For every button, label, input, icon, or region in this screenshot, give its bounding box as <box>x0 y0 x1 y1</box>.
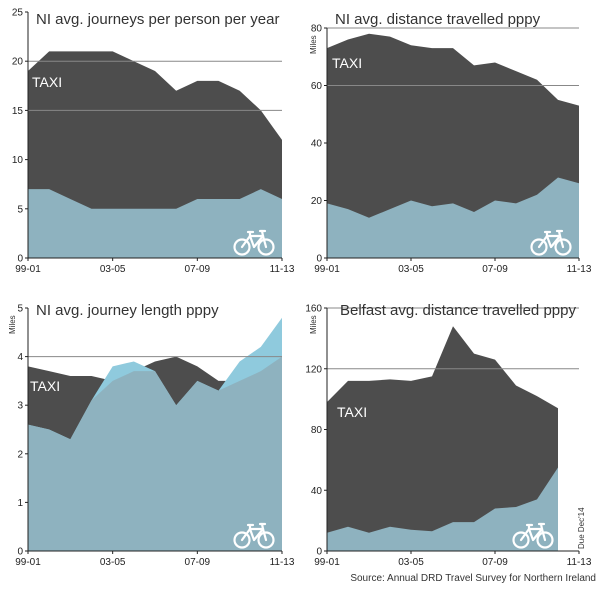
y-tick-label: 80 <box>311 425 323 436</box>
y-tick-label: 5 <box>17 304 23 315</box>
taxi-series-area <box>327 326 558 551</box>
x-tick-label: 07-09 <box>482 557 508 568</box>
y-tick-label: 40 <box>311 139 323 150</box>
taxi-label: TAXI <box>30 378 60 394</box>
y-tick-label: 5 <box>17 204 23 215</box>
y-tick-label: 160 <box>305 304 322 315</box>
x-tick-label: 07-09 <box>185 264 211 275</box>
source-note: Source: Annual DRD Travel Survey for Nor… <box>350 573 596 584</box>
taxi-label: TAXI <box>332 55 362 71</box>
x-tick-label: 11-13 <box>567 264 592 275</box>
y-tick-label: 60 <box>311 81 323 92</box>
y-axis-label: Miles <box>309 35 318 54</box>
y-tick-label: 15 <box>12 106 24 117</box>
y-tick-label: 20 <box>311 196 323 207</box>
chart-title: NI avg. journey length pppy <box>36 302 219 319</box>
x-tick-label: 03-05 <box>398 264 424 275</box>
y-tick-label: 0 <box>316 254 322 265</box>
chart-title: Belfast avg. distance travelled pppy <box>340 302 576 319</box>
x-tick-label: 03-05 <box>398 557 424 568</box>
y-tick-label: 25 <box>12 8 24 19</box>
taxi-series-area <box>327 33 579 258</box>
y-tick-label: 10 <box>12 155 24 166</box>
y-tick-label: 2 <box>17 449 23 460</box>
y-tick-label: 120 <box>305 364 322 375</box>
chart-panel-1: 0 5 10 15 20 25 99-01 03-05 07-09 11-13 NI avg. jo… <box>12 8 295 276</box>
bicycle-icon <box>512 522 554 549</box>
bicycle-series-area <box>28 189 282 258</box>
y-tick-label: 0 <box>17 547 23 558</box>
x-tick-label: 99-01 <box>15 557 41 568</box>
chart-title: NI avg. distance travelled pppy <box>335 11 541 28</box>
chart-panel-3: 0 1 2 3 4 5 99-01 03-05 07-09 11-13 Miles NI avg. j… <box>8 302 295 568</box>
chart-title: NI avg. journeys per person per year <box>36 11 279 28</box>
chart-panel-2: 0 20 40 60 80 99-01 03-05 07-09 11-13 Miles NI avg… <box>309 11 592 275</box>
x-tick-label: 07-09 <box>482 264 508 275</box>
x-tick-label: 11-13 <box>567 557 592 568</box>
x-tick-label: 03-05 <box>100 264 126 275</box>
x-tick-label: 11-13 <box>270 264 295 275</box>
x-tick-label: 07-09 <box>185 557 211 568</box>
y-tick-label: 0 <box>17 254 23 265</box>
taxi-label: TAXI <box>32 74 62 90</box>
bicycle-icon <box>233 522 275 549</box>
y-tick-label: 0 <box>316 547 322 558</box>
bicycle-series-area <box>327 467 558 551</box>
y-tick-label: 80 <box>311 24 323 35</box>
y-tick-label: 3 <box>17 401 23 412</box>
x-tick-label: 99-01 <box>314 557 340 568</box>
x-tick-label: 11-13 <box>270 557 295 568</box>
bicycle-icon <box>233 229 275 256</box>
y-tick-label: 1 <box>17 498 23 509</box>
x-tick-label: 99-01 <box>15 264 41 275</box>
y-axis-label: Miles <box>309 315 318 334</box>
taxi-label: TAXI <box>337 404 367 420</box>
x-tick-label: 03-05 <box>100 557 126 568</box>
bicycle-series-area <box>327 177 579 258</box>
y-axis-label: Miles <box>8 315 17 334</box>
y-tick-label: 4 <box>17 352 23 363</box>
bicycle-icon <box>530 229 572 256</box>
y-tick-label: 40 <box>311 486 323 497</box>
x-tick-label: 99-01 <box>314 264 340 275</box>
y-tick-label: 20 <box>12 57 24 68</box>
due-annotation: Due Dec'14 <box>577 507 586 549</box>
bicycle-under-taxi-area <box>28 356 282 551</box>
chart-panel-4: 0 40 80 120 160 99-01 03-05 07-09 11-13 Miles Belf… <box>305 302 592 568</box>
